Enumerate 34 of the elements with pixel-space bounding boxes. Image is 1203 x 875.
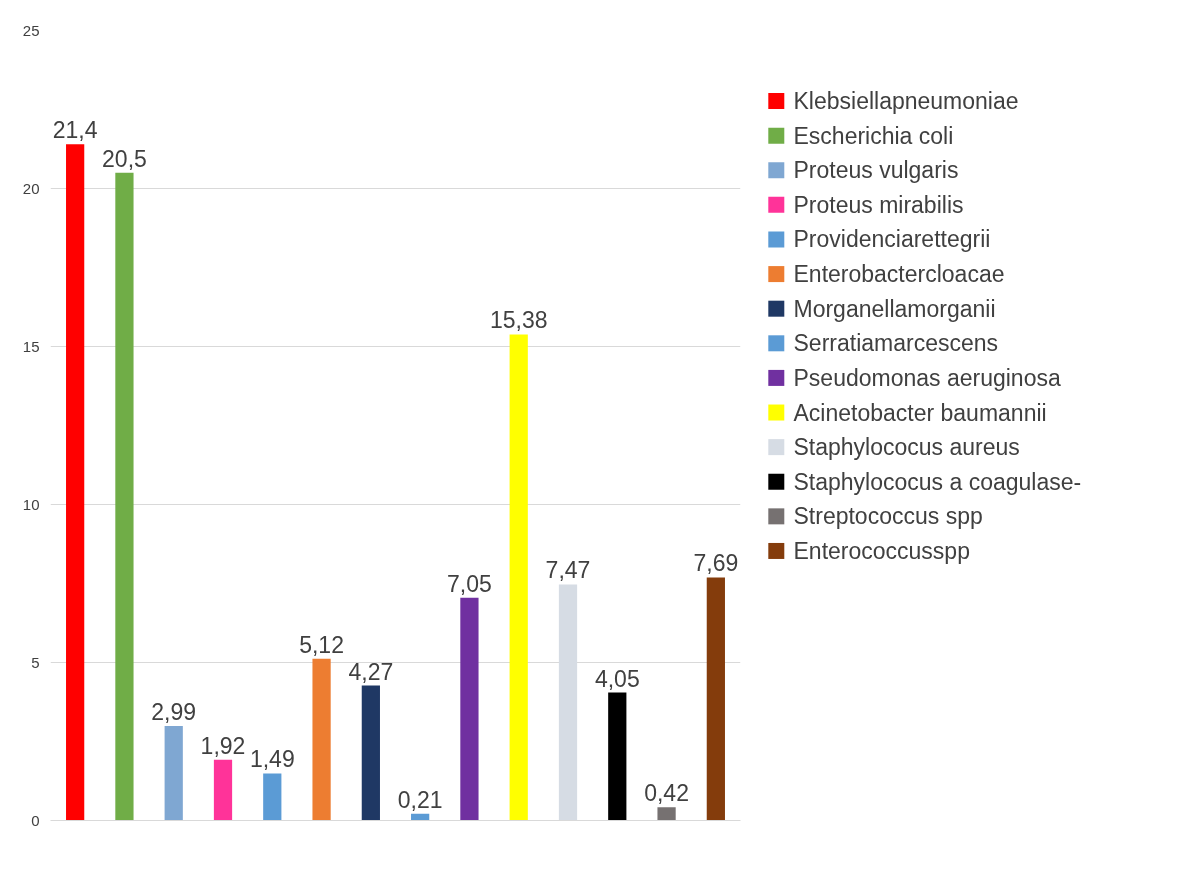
legend-label: Morganellamorganii — [793, 295, 996, 322]
legend-label: Staphylococus a coagulase- — [793, 468, 1082, 495]
data-label: 1,49 — [249, 746, 295, 773]
data-label: 7,47 — [545, 557, 591, 584]
data-label: 5,12 — [299, 631, 344, 658]
data-label: 7,05 — [447, 570, 492, 597]
legend-label: Escherichia coli — [793, 122, 954, 149]
legend-label: Staphylococus aureus — [793, 434, 1020, 461]
data-label: 0,21 — [397, 786, 443, 813]
data-label: 2,99 — [151, 699, 197, 726]
y-tick-label: 0 — [31, 811, 40, 829]
data-label: 1,92 — [200, 732, 246, 759]
legend-label: Enterobactercloacae — [793, 261, 1005, 288]
data-label: 20,5 — [102, 145, 147, 172]
y-tick-label: 20 — [22, 179, 40, 197]
data-label: 0,42 — [644, 780, 689, 807]
legend-label: Providenciarettegrii — [793, 226, 991, 253]
legend-label: Streptococcus spp — [793, 503, 983, 530]
legend-label: Klebsiellapneumoniae — [793, 88, 1019, 115]
legend-label: Pseudomonas aeruginosa — [793, 364, 1061, 391]
legend-label: Acinetobacter baumannii — [793, 399, 1047, 426]
y-tick-label: 25 — [22, 21, 40, 39]
legend-label: Enterococcusspp — [793, 537, 970, 564]
data-label: 15,38 — [489, 307, 548, 334]
y-tick-label: 10 — [22, 495, 40, 513]
data-label: 7,69 — [693, 550, 739, 577]
data-label: 4,05 — [594, 665, 640, 692]
y-tick-label: 15 — [22, 337, 40, 355]
data-label: 21,4 — [52, 117, 98, 144]
legend-label: Serratiamarcescens — [793, 330, 999, 357]
data-label: 4,27 — [348, 658, 394, 685]
y-tick-label: 5 — [31, 653, 40, 671]
legend-label: Proteus vulgaris — [793, 157, 959, 184]
legend-label: Proteus mirabilis — [793, 191, 964, 218]
